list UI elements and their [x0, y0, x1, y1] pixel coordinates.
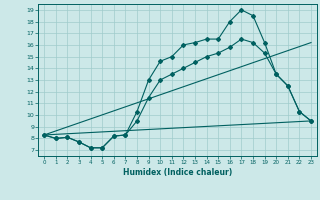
X-axis label: Humidex (Indice chaleur): Humidex (Indice chaleur)	[123, 168, 232, 177]
